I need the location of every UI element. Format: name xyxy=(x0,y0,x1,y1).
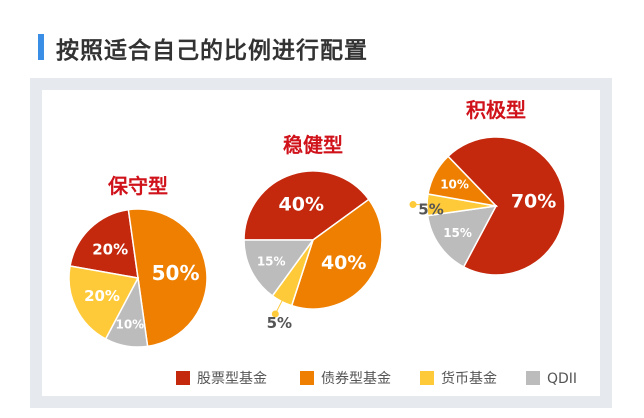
label-dot xyxy=(409,201,417,209)
legend-label-qdii: QDII xyxy=(547,371,577,387)
legend-label-stock: 股票型基金 xyxy=(197,370,267,387)
slice-label: 20% xyxy=(92,241,128,259)
slice-label: 15% xyxy=(443,226,472,240)
legend: 股票型基金 债券型基金 货币基金 QDII xyxy=(176,370,577,387)
chart-title: 保守型 xyxy=(107,174,168,198)
pie-slice-stock xyxy=(69,208,139,279)
page-title: 按照适合自己的比例进行配置 xyxy=(56,38,368,64)
pie-slice-stock xyxy=(447,136,566,276)
pie-slice-money xyxy=(68,265,140,340)
slice-label: 5% xyxy=(418,201,443,219)
legend-label-money: 货币基金 xyxy=(441,370,497,387)
slice-label: 40% xyxy=(321,252,366,274)
label-dot xyxy=(271,310,279,318)
slice-label: 10% xyxy=(440,177,469,191)
title-accent-bar xyxy=(38,34,44,60)
pie-chart-2: 40% 40% 5% 15% 稳健型 xyxy=(243,133,383,332)
pie-slice-bond xyxy=(427,155,499,208)
legend-swatch-bond xyxy=(300,371,314,385)
pie-chart-3: 70% 15%5% 10% 积极型 xyxy=(409,98,566,276)
pie-slice-qdii xyxy=(426,205,498,268)
legend-swatch-money xyxy=(420,371,434,385)
legend-swatch-stock xyxy=(176,371,190,385)
pie-slice-qdii xyxy=(243,239,315,297)
pie-slice-stock xyxy=(243,170,370,241)
pie-chart-1: 20% 50% 10% 20% 保守型 xyxy=(68,174,208,348)
slice-label: 20% xyxy=(84,287,120,305)
legend-label-bond: 债券型基金 xyxy=(321,370,391,387)
slice-label: 10% xyxy=(115,318,144,332)
slice-label: 5% xyxy=(267,314,292,332)
chart-title: 稳健型 xyxy=(283,133,343,157)
legend-swatch-qdii xyxy=(526,371,540,385)
pie-slice-bond xyxy=(127,208,208,348)
slice-label: 70% xyxy=(511,191,556,213)
slice-label: 50% xyxy=(152,261,200,285)
slice-label: 40% xyxy=(279,194,324,216)
pie-slice-bond xyxy=(290,198,383,310)
chart-title: 积极型 xyxy=(466,98,526,122)
slice-label: 15% xyxy=(257,255,286,269)
